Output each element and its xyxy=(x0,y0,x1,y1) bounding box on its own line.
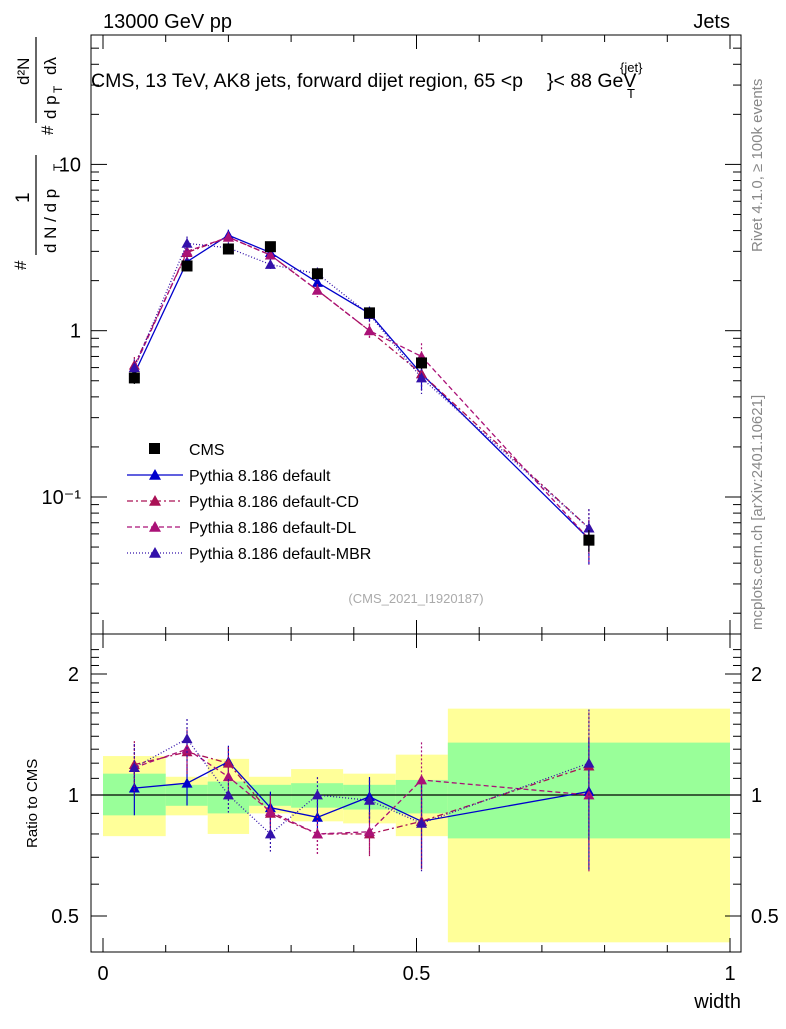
y-tick-label-ratio-right: 1 xyxy=(751,785,762,807)
series-marker-dl xyxy=(222,231,234,242)
y-tick-label-main: 1 xyxy=(70,321,81,343)
cms-marker xyxy=(583,534,595,546)
y-tick-label-ratio: 1 xyxy=(68,785,79,807)
ratio-marker-mbr xyxy=(128,762,140,772)
svg-text:d²N: d²N xyxy=(14,58,33,85)
ratio-marker-mbr xyxy=(222,789,234,800)
ratio-marker-mbr xyxy=(416,817,428,828)
svg-text:T: T xyxy=(51,85,65,93)
legend-marker-cms xyxy=(149,443,160,454)
svg-text:d N / d p: d N / d p xyxy=(41,189,60,253)
ratio-marker-mbr xyxy=(264,828,276,839)
series-line-mbr xyxy=(133,242,590,529)
legend-marker-cd xyxy=(149,495,161,506)
legend-marker-dl xyxy=(149,521,161,532)
series-marker-mbr xyxy=(264,259,276,269)
ratio-line-default xyxy=(134,760,590,823)
ratio-marker-dl xyxy=(363,826,375,837)
legend-marker-mbr xyxy=(149,547,161,558)
series-marker-dl xyxy=(264,249,276,260)
ratio-marker-dl xyxy=(416,774,428,785)
header-left: 13000 GeV pp xyxy=(103,11,232,33)
svg-text:1: 1 xyxy=(13,192,34,203)
ratio-marker-mbr xyxy=(363,794,375,805)
ratio-marker-dl xyxy=(311,828,323,839)
series-marker-mbr xyxy=(181,237,193,248)
plot-title: CMS, 13 TeV, AK8 jets, forward dijet reg… xyxy=(91,70,636,92)
plot-title-superscript: {jet} xyxy=(620,60,643,75)
ratio-marker-mbr xyxy=(583,757,595,768)
svg-text:T: T xyxy=(51,163,65,171)
cms-marker xyxy=(363,307,375,319)
ratio-marker-dl xyxy=(222,771,234,782)
ratio-marker-default xyxy=(128,782,140,793)
series-marker-dl xyxy=(363,325,375,336)
cms-marker xyxy=(416,357,428,369)
side-text-rivet: Rivet 4.1.0, ≥ 100k events xyxy=(749,79,766,252)
series-line-cd xyxy=(133,236,590,529)
y-axis-label-main: # 1 d N / d p T # d²N d p T dλ xyxy=(11,37,65,270)
series-marker-mbr xyxy=(416,372,428,383)
y-tick-label-ratio: 2 xyxy=(68,664,79,686)
cms-marker xyxy=(222,243,234,255)
ratio-marker-mbr xyxy=(181,733,193,744)
legend: CMS Pythia 8.186 default Pythia 8.186 defa… xyxy=(127,442,371,563)
cms-marker xyxy=(128,372,140,384)
x-tick-label: 0 xyxy=(97,963,108,985)
legend-label: Pythia 8.186 default-DL xyxy=(189,520,356,537)
y-tick-label-ratio: 0.5 xyxy=(51,906,79,928)
series-marker-default xyxy=(311,276,323,287)
x-axis-label: width xyxy=(693,991,741,1013)
cms-points-layer xyxy=(128,241,595,552)
y-tick-label-ratio-right: 2 xyxy=(751,664,762,686)
y-axis-label-ratio: Ratio to CMS xyxy=(24,759,41,848)
ratio-line-dl xyxy=(134,748,589,835)
cms-marker xyxy=(311,268,323,280)
svg-text:dλ: dλ xyxy=(41,57,60,75)
svg-text:#: # xyxy=(38,125,57,135)
svg-text:#: # xyxy=(11,260,30,270)
series-line-default xyxy=(133,234,590,540)
plot-title-subscript: T xyxy=(627,86,635,101)
series-marker-dl xyxy=(181,245,193,256)
x-tick-label: 1 xyxy=(724,963,735,985)
ratio-marker-dl xyxy=(264,805,276,816)
header-right: Jets xyxy=(693,11,730,33)
series-marker-mbr xyxy=(583,522,595,533)
analysis-id: (CMS_2021_I1920187) xyxy=(348,591,483,606)
y-tick-label-main: 10 xyxy=(59,154,81,176)
series-marker-mbr xyxy=(128,362,140,372)
series-marker-dl xyxy=(311,284,323,295)
axis-tick-labels: 0 0.5 1 10⁻¹ 1 10 0.5 0.5 1 1 2 2 xyxy=(42,154,779,985)
y-tick-label-ratio-right: 0.5 xyxy=(751,906,779,928)
ratio-series-layer xyxy=(128,709,595,873)
ratio-marker-mbr xyxy=(311,789,323,800)
legend-label: Pythia 8.186 default-CD xyxy=(189,494,359,511)
side-text-mcplots: mcplots.cern.ch [arXiv:2401.10621] xyxy=(749,395,766,630)
legend-label: CMS xyxy=(189,442,225,459)
ratio-marker-default xyxy=(181,777,193,788)
y-tick-label-main: 10⁻¹ xyxy=(42,487,82,509)
legend-label: Pythia 8.186 default-MBR xyxy=(189,546,371,563)
legend-marker-default xyxy=(149,469,161,480)
x-tick-label: 0.5 xyxy=(403,963,431,985)
cms-marker xyxy=(181,260,193,272)
legend-label: Pythia 8.186 default xyxy=(189,468,331,485)
cms-marker xyxy=(264,241,276,253)
svg-text:d p: d p xyxy=(41,95,60,119)
